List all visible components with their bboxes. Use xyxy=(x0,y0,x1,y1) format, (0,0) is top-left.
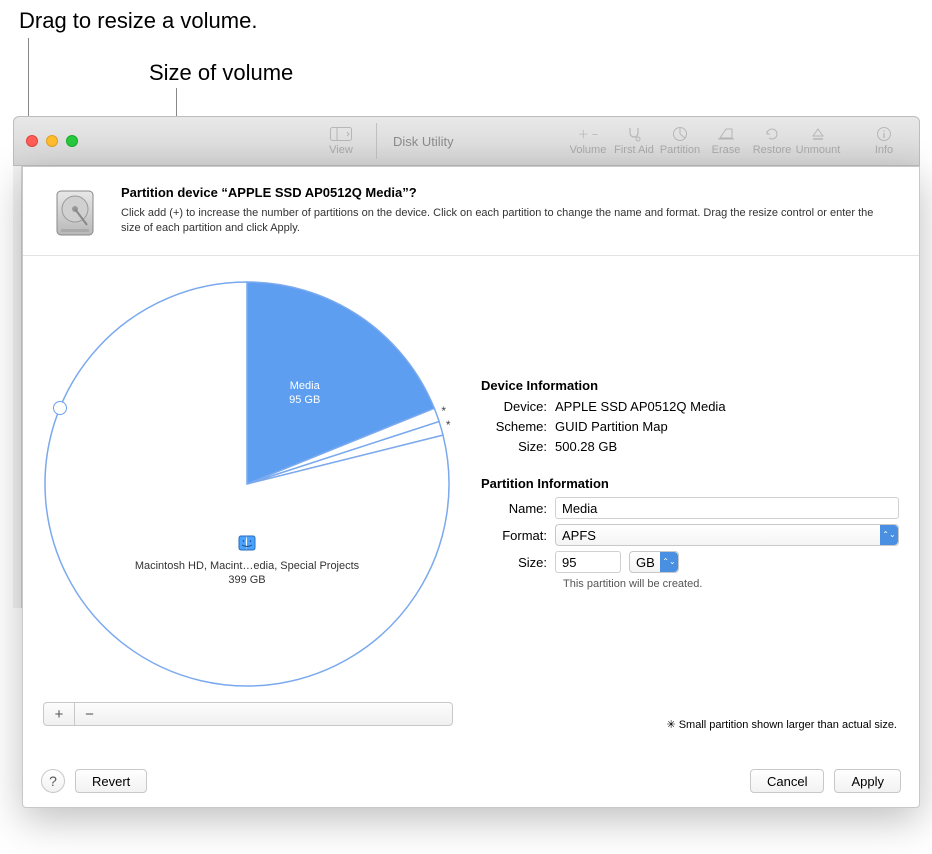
partition-sheet: Partition device “APPLE SSD AP0512Q Medi… xyxy=(22,166,920,808)
toolbar-restore-label: Restore xyxy=(753,144,792,156)
toolbar-info[interactable]: Info xyxy=(861,126,907,156)
info-column: Device Information Device:APPLE SSD AP05… xyxy=(481,274,899,712)
window-titlebar: View Disk Utility ＋ − Volume First Aid P… xyxy=(13,116,920,166)
slice-label-size: 399 GB xyxy=(117,574,377,588)
toolbar-erase[interactable]: Erase xyxy=(703,126,749,156)
toolbar-separator xyxy=(376,123,377,159)
slice-label-name: Macintosh HD, Macint…edia, Special Proje… xyxy=(117,560,377,574)
size-key: Size: xyxy=(481,439,555,454)
sheet-header: Partition device “APPLE SSD AP0512Q Medi… xyxy=(23,167,919,256)
annotation-size: Size of volume xyxy=(149,60,293,86)
traffic-lights xyxy=(26,135,78,147)
name-key: Name: xyxy=(481,501,555,516)
toolbar-info-label: Info xyxy=(875,144,893,156)
minimize-icon[interactable] xyxy=(46,135,58,147)
sheet-body: Media 95 GB * * Macintosh HD, Macint…edi… xyxy=(23,256,919,712)
toolbar-volume-label: Volume xyxy=(570,144,607,156)
toolbar-partition[interactable]: Partition xyxy=(657,126,703,156)
plus-minus-icon: ＋ − xyxy=(578,126,598,142)
stethoscope-icon xyxy=(626,126,642,142)
small-partition-marker: * xyxy=(441,404,446,418)
slice-label-media: Media 95 GB xyxy=(289,380,320,408)
sidebar-fragment xyxy=(13,166,22,608)
eject-icon xyxy=(811,126,825,142)
maximize-icon[interactable] xyxy=(66,135,78,147)
sidebar-icon xyxy=(330,126,352,142)
cancel-button[interactable]: Cancel xyxy=(750,769,824,793)
close-icon[interactable] xyxy=(26,135,38,147)
slice-label-size: 95 GB xyxy=(289,394,320,408)
slice-label-main: Macintosh HD, Macint…edia, Special Proje… xyxy=(117,534,377,587)
erase-icon xyxy=(717,126,735,142)
window-title: Disk Utility xyxy=(393,134,454,149)
partition-size-input[interactable] xyxy=(555,551,621,573)
slice-label-name: Media xyxy=(289,380,320,394)
toolbar-first-aid-label: First Aid xyxy=(614,144,654,156)
annotation-drag: Drag to resize a volume. xyxy=(19,8,257,34)
add-remove-segmented: + − xyxy=(43,702,453,726)
apply-button[interactable]: Apply xyxy=(834,769,901,793)
format-value: APFS xyxy=(562,528,596,543)
pie-icon xyxy=(672,126,688,142)
size-unit-value: GB xyxy=(636,555,655,570)
scheme-value: GUID Partition Map xyxy=(555,419,899,434)
restore-icon xyxy=(764,126,780,142)
info-icon xyxy=(876,126,892,142)
partition-note: This partition will be created. xyxy=(563,578,899,590)
small-partition-marker: * xyxy=(446,418,451,432)
resize-handle[interactable] xyxy=(53,401,67,415)
revert-button[interactable]: Revert xyxy=(75,769,147,793)
remove-partition-button[interactable]: − xyxy=(74,703,104,725)
toolbar-unmount[interactable]: Unmount xyxy=(795,126,841,156)
toolbar-unmount-label: Unmount xyxy=(796,144,841,156)
footnote: ✳︎ Small partition shown larger than act… xyxy=(666,718,897,731)
format-select[interactable]: APFS ⌃⌄ xyxy=(555,524,899,546)
chevron-updown-icon: ⌃⌄ xyxy=(880,525,898,545)
device-key: Device: xyxy=(481,399,555,414)
device-value: APPLE SSD AP0512Q Media xyxy=(555,399,899,414)
chevron-updown-icon: ⌃⌄ xyxy=(660,552,678,572)
toolbar-view[interactable]: View xyxy=(318,126,364,156)
help-button[interactable]: ? xyxy=(41,769,65,793)
sheet-description: Click add (+) to increase the number of … xyxy=(121,206,895,237)
sheet-title: Partition device “APPLE SSD AP0512Q Medi… xyxy=(121,185,895,200)
size-value: 500.28 GB xyxy=(555,439,899,454)
size-unit-select[interactable]: GB ⌃⌄ xyxy=(629,551,679,573)
format-key: Format: xyxy=(481,528,555,543)
partition-name-input[interactable] xyxy=(555,497,899,519)
toolbar-volume[interactable]: ＋ − Volume xyxy=(565,126,611,156)
harddrive-icon xyxy=(47,185,103,241)
partition-pie[interactable]: Media 95 GB * * Macintosh HD, Macint…edi… xyxy=(43,280,451,688)
toolbar-erase-label: Erase xyxy=(712,144,741,156)
device-info-heading: Device Information xyxy=(481,378,899,393)
add-partition-button[interactable]: + xyxy=(44,703,74,725)
psize-key: Size: xyxy=(481,555,555,570)
scheme-key: Scheme: xyxy=(481,419,555,434)
toolbar-restore[interactable]: Restore xyxy=(749,126,795,156)
toolbar-partition-label: Partition xyxy=(660,144,700,156)
toolbar-first-aid[interactable]: First Aid xyxy=(611,126,657,156)
sheet-footer: ? Revert Cancel Apply xyxy=(23,755,919,807)
partition-info-heading: Partition Information xyxy=(481,476,899,491)
finder-icon xyxy=(238,534,256,557)
pie-column: Media 95 GB * * Macintosh HD, Macint…edi… xyxy=(43,274,453,712)
toolbar-view-label: View xyxy=(329,144,353,156)
